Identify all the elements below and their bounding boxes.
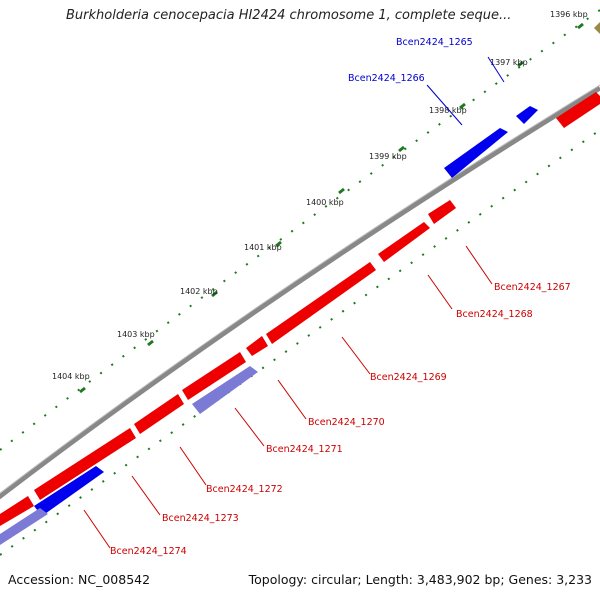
gene-bcen2424-1274-r[interactable]	[0, 496, 34, 526]
outer-tick-track	[0, 9, 600, 451]
leader-1267	[465, 245, 493, 285]
gene-bcen2424-1271[interactable]	[192, 366, 258, 414]
scale-label-1403: 1403 kbp	[117, 330, 155, 339]
scale-label-1404: 1404 kbp	[52, 372, 90, 381]
scale-label-1402: 1402 kbp	[180, 287, 218, 296]
gene-label-1274: Bcen2424_1274	[110, 546, 187, 557]
leader-1269	[341, 336, 371, 375]
reverse-genes	[0, 92, 600, 526]
scale-label-1396: 1396 kbp	[550, 10, 588, 19]
gene-label-1273: Bcen2424_1273	[162, 513, 239, 524]
leader-1270	[277, 379, 307, 420]
gene-label-1272: Bcen2424_1272	[206, 484, 283, 495]
gene-bcen2424-1268[interactable]	[378, 222, 430, 262]
gene-label-1271: Bcen2424_1271	[266, 444, 343, 455]
leader-1266	[426, 84, 463, 126]
leader-1274	[83, 509, 111, 549]
gene-label-1265: Bcen2424_1265	[396, 37, 473, 48]
leader-1268	[427, 274, 453, 310]
gene-bcen2424-1274[interactable]	[34, 466, 104, 516]
inner-tick-track	[0, 129, 600, 556]
gene-label-1269: Bcen2424_1269	[370, 372, 447, 383]
gene-bcen2424-1269[interactable]	[266, 262, 376, 344]
feature-marker	[594, 22, 600, 34]
leader-1265	[487, 56, 505, 83]
gene-bcen2424-1270-b[interactable]	[182, 352, 246, 400]
major-ticks-outer	[79, 22, 584, 394]
scale-label-1398: 1398 kbp	[429, 106, 467, 115]
gene-label-1267: Bcen2424_1267	[494, 282, 571, 293]
gene-bcen2424-1267[interactable]	[556, 92, 600, 128]
leader-1271	[234, 407, 265, 447]
accession-text: Accession: NC_008542	[8, 572, 151, 587]
scale-label-1400: 1400 kbp	[306, 198, 344, 207]
leader-1272	[179, 446, 207, 486]
gene-bcen2424-1265[interactable]	[516, 106, 538, 124]
gene-bcen2424-1267-b[interactable]	[428, 200, 456, 224]
chromosome-backbone-highlight	[0, 84, 600, 494]
topology-text: Topology: circular; Length: 3,483,902 bp…	[248, 572, 592, 587]
gene-bcen2424-1274-tail[interactable]	[0, 508, 48, 545]
chromosome-backbone	[0, 85, 600, 500]
gene-bcen2424-1273[interactable]	[34, 428, 136, 500]
scale-label-1399: 1399 kbp	[369, 152, 407, 161]
scale-label-1401: 1401 kbp	[244, 243, 282, 252]
gene-bcen2424-1270[interactable]	[246, 336, 268, 356]
scale-label-1397: 1397 kbp	[490, 58, 528, 67]
gene-bcen2424-1266[interactable]	[444, 128, 508, 178]
gene-label-1270: Bcen2424_1270	[308, 417, 385, 428]
gene-bcen2424-1272[interactable]	[134, 394, 184, 434]
gene-label-1268: Bcen2424_1268	[456, 309, 533, 320]
leader-1273	[131, 475, 161, 516]
forward-genes	[0, 106, 538, 545]
gene-label-1266: Bcen2424_1266	[348, 73, 425, 84]
